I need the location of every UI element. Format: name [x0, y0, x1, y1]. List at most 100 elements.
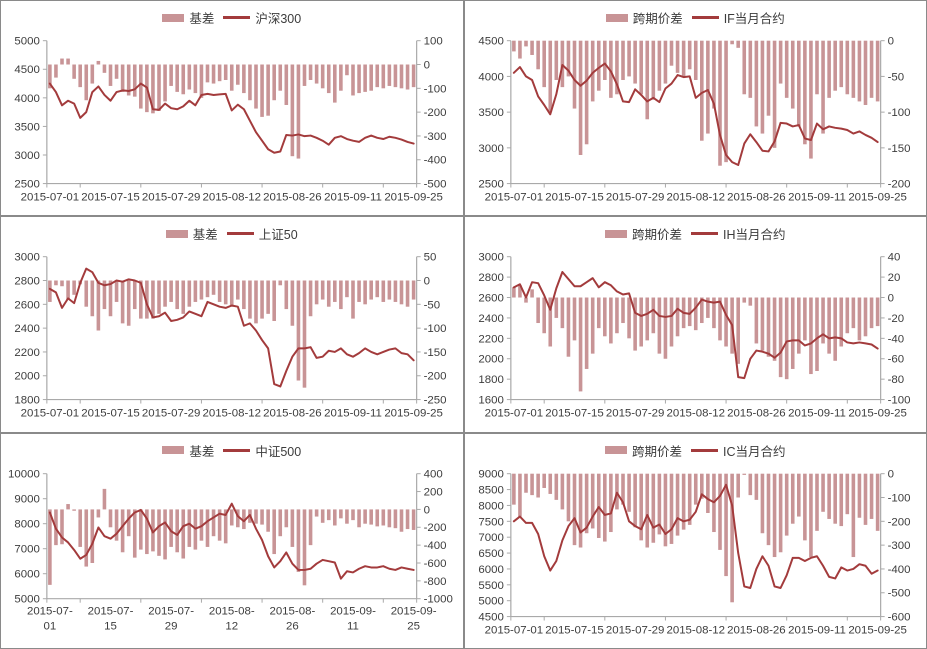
svg-text:1800: 1800	[14, 395, 39, 407]
svg-text:2015-09-: 2015-09-	[391, 605, 437, 617]
svg-text:-600: -600	[887, 611, 910, 623]
svg-text:2015-08-12: 2015-08-12	[666, 408, 725, 420]
svg-text:2015-08-: 2015-08-	[269, 605, 315, 617]
svg-text:5000: 5000	[478, 595, 503, 607]
svg-text:3000: 3000	[478, 143, 503, 155]
svg-text:-200: -200	[887, 179, 910, 191]
panel-ic-contract: 跨期价差 IC当月合约 4500 5000 5500 6000 6500 7000 7500…	[464, 433, 926, 648]
svg-text:2015-08-26: 2015-08-26	[727, 624, 786, 636]
svg-text:-100: -100	[887, 395, 910, 407]
svg-text:2015-09-25: 2015-09-25	[848, 191, 907, 203]
svg-text:2015-07-01: 2015-07-01	[21, 191, 80, 203]
svg-text:-40: -40	[887, 334, 904, 346]
svg-text:7500: 7500	[478, 516, 503, 528]
svg-text:-50: -50	[424, 300, 441, 312]
svg-text:-400: -400	[887, 564, 910, 576]
svg-text:2015-07-01: 2015-07-01	[484, 191, 543, 203]
svg-text:9000: 9000	[478, 468, 503, 480]
svg-text:-50: -50	[887, 71, 904, 83]
chart-canvas-hs300: 2500 3000 3500 4000 4500 5000 -500 -400 -300 -200…	[14, 36, 447, 204]
panel-csi500-basis: 基差 中证500 5000 6000 7000 8000 9000 10000 -1000-…	[1, 433, 463, 648]
svg-text:20: 20	[887, 272, 900, 284]
svg-text:01: 01	[44, 620, 57, 632]
panel-sse50-basis: 基差 上证50 1800 2000 2200 2400 2600 2800 3000 -250…	[1, 217, 463, 432]
svg-text:10000: 10000	[8, 468, 40, 480]
svg-text:-100: -100	[887, 492, 910, 504]
svg-text:-200: -200	[424, 522, 447, 534]
svg-text:5500: 5500	[478, 579, 503, 591]
svg-text:-200: -200	[424, 371, 447, 383]
svg-text:2015-08-: 2015-08-	[209, 605, 255, 617]
svg-text:7000: 7000	[478, 532, 503, 544]
chart-canvas-if: 2500 3000 3500 4000 4500 -200 -150 -100 -50 0 2015…	[478, 36, 910, 204]
svg-text:6500: 6500	[478, 548, 503, 560]
svg-text:2015-08-12: 2015-08-12	[202, 408, 261, 420]
svg-text:-100: -100	[424, 323, 447, 335]
svg-text:-20: -20	[887, 313, 904, 325]
svg-text:2015-07-01: 2015-07-01	[484, 624, 543, 636]
svg-text:-800: -800	[424, 576, 447, 588]
svg-text:4500: 4500	[478, 36, 503, 48]
svg-text:7000: 7000	[14, 543, 39, 555]
svg-text:2200: 2200	[14, 347, 39, 359]
svg-text:-150: -150	[424, 347, 447, 359]
svg-text:-200: -200	[424, 107, 447, 119]
svg-text:4000: 4000	[14, 93, 39, 105]
svg-text:4500: 4500	[478, 611, 503, 623]
svg-text:2015-07-: 2015-07-	[148, 605, 194, 617]
svg-text:-100: -100	[887, 107, 910, 119]
chart-canvas-ic: 4500 5000 5500 6000 6500 7000 7500 8000 8500 9000…	[478, 468, 910, 636]
svg-text:2015-08-12: 2015-08-12	[666, 191, 725, 203]
svg-text:2015-09-25: 2015-09-25	[848, 624, 907, 636]
svg-text:-500: -500	[887, 587, 910, 599]
svg-text:2015-09-11: 2015-09-11	[788, 191, 846, 203]
svg-text:8000: 8000	[14, 518, 39, 530]
svg-text:2200: 2200	[478, 334, 503, 346]
svg-text:2800: 2800	[14, 276, 39, 288]
svg-text:-300: -300	[424, 131, 447, 143]
svg-text:2015-08-26: 2015-08-26	[263, 191, 322, 203]
svg-text:2000: 2000	[14, 371, 39, 383]
svg-text:2500: 2500	[14, 179, 39, 191]
svg-text:29: 29	[165, 620, 178, 632]
svg-text:2800: 2800	[478, 272, 503, 284]
svg-text:2000: 2000	[478, 354, 503, 366]
chart-canvas-ih: 1600 1800 2000 2200 2400 2600 2800 3000 -100 -80 -…	[478, 252, 910, 420]
svg-text:3500: 3500	[478, 107, 503, 119]
svg-text:3000: 3000	[478, 252, 503, 264]
svg-text:2015-07-29: 2015-07-29	[142, 191, 201, 203]
svg-text:25: 25	[407, 620, 420, 632]
svg-text:2015-07-15: 2015-07-15	[545, 624, 604, 636]
svg-text:-150: -150	[887, 143, 910, 155]
svg-text:2015-07-: 2015-07-	[27, 605, 73, 617]
svg-text:50: 50	[424, 252, 437, 264]
svg-text:26: 26	[286, 620, 299, 632]
panel-if-contract: 跨期价差 IF当月合约 2500 3000 3500 4000 4500 -200 -150…	[464, 1, 926, 216]
svg-text:2015-09-11: 2015-09-11	[324, 408, 382, 420]
svg-text:3000: 3000	[14, 252, 39, 264]
svg-text:2015-07-01: 2015-07-01	[21, 408, 80, 420]
svg-text:2015-07-15: 2015-07-15	[81, 191, 140, 203]
svg-text:-500: -500	[424, 179, 447, 191]
svg-text:2015-09-11: 2015-09-11	[788, 624, 846, 636]
svg-text:2015-08-26: 2015-08-26	[263, 408, 322, 420]
panel-hs300-basis: 基差 沪深300 2500 3000 3500 4000 4500 5000 -500 -40…	[1, 1, 463, 216]
svg-text:2015-09-11: 2015-09-11	[324, 191, 382, 203]
svg-text:8500: 8500	[478, 484, 503, 496]
svg-text:200: 200	[424, 486, 443, 498]
svg-text:2015-09-: 2015-09-	[330, 605, 376, 617]
svg-text:0: 0	[887, 468, 893, 480]
svg-text:2600: 2600	[478, 293, 503, 305]
chart-canvas-sse50: 1800 2000 2200 2400 2600 2800 3000 -250 -200 -150…	[14, 252, 447, 420]
svg-text:2015-07-15: 2015-07-15	[545, 408, 604, 420]
svg-text:1800: 1800	[478, 374, 503, 386]
svg-text:2015-08-26: 2015-08-26	[727, 191, 786, 203]
svg-text:2015-07-29: 2015-07-29	[605, 408, 664, 420]
svg-text:-1000: -1000	[424, 593, 453, 605]
svg-text:6000: 6000	[14, 568, 39, 580]
svg-text:-300: -300	[887, 540, 910, 552]
svg-text:2015-08-12: 2015-08-12	[666, 624, 725, 636]
svg-text:2400: 2400	[478, 313, 503, 325]
svg-text:40: 40	[887, 252, 900, 264]
